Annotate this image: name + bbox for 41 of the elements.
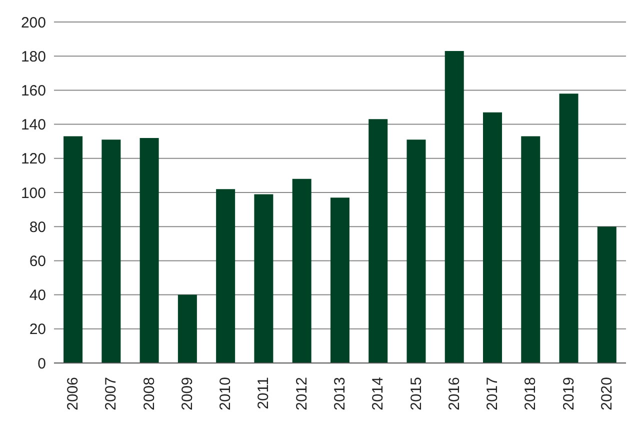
y-tick-label: 200 <box>20 14 46 32</box>
bar <box>292 178 312 363</box>
y-tick-label: 140 <box>20 116 46 134</box>
x-tick-label: 2008 <box>140 377 158 410</box>
bar <box>521 136 540 363</box>
x-tick-label: 2006 <box>64 377 82 410</box>
bar <box>216 189 236 363</box>
x-tick-label: 2010 <box>217 377 234 410</box>
y-tick-label: 180 <box>20 48 46 66</box>
x-tick-label: 2020 <box>598 377 616 410</box>
y-tick-label: 40 <box>29 287 46 304</box>
x-tick-label: 2017 <box>484 377 502 410</box>
y-tick-label: 160 <box>20 82 46 100</box>
x-tick-label: 2015 <box>408 377 425 410</box>
bar <box>330 198 350 363</box>
bar <box>483 112 502 363</box>
bar <box>559 94 578 363</box>
x-tick-label: 2013 <box>332 377 348 410</box>
bar <box>444 50 464 363</box>
x-tick-label: 2018 <box>522 377 540 410</box>
bar <box>178 294 197 363</box>
y-tick-label: 0 <box>38 355 46 372</box>
x-tick-label: 2014 <box>370 377 387 410</box>
y-tick-label: 20 <box>29 321 46 338</box>
y-tick-label: 80 <box>29 218 46 236</box>
x-tick-label: 2009 <box>178 377 196 410</box>
y-tick-label: 60 <box>29 253 46 270</box>
x-tick-label: 2019 <box>560 377 578 410</box>
bar <box>368 119 388 363</box>
x-tick-label: 2011 <box>255 377 272 410</box>
x-tick-label: 2012 <box>293 377 310 410</box>
x-tick-label: 2016 <box>446 377 463 410</box>
bar <box>597 226 616 363</box>
bar <box>140 138 159 363</box>
y-tick-label: 120 <box>20 150 46 168</box>
y-tick-label: 100 <box>20 184 46 202</box>
bar <box>102 140 121 363</box>
bar <box>254 194 274 363</box>
bar <box>406 140 426 363</box>
bar <box>64 136 83 363</box>
x-tick-label: 2007 <box>102 377 120 410</box>
